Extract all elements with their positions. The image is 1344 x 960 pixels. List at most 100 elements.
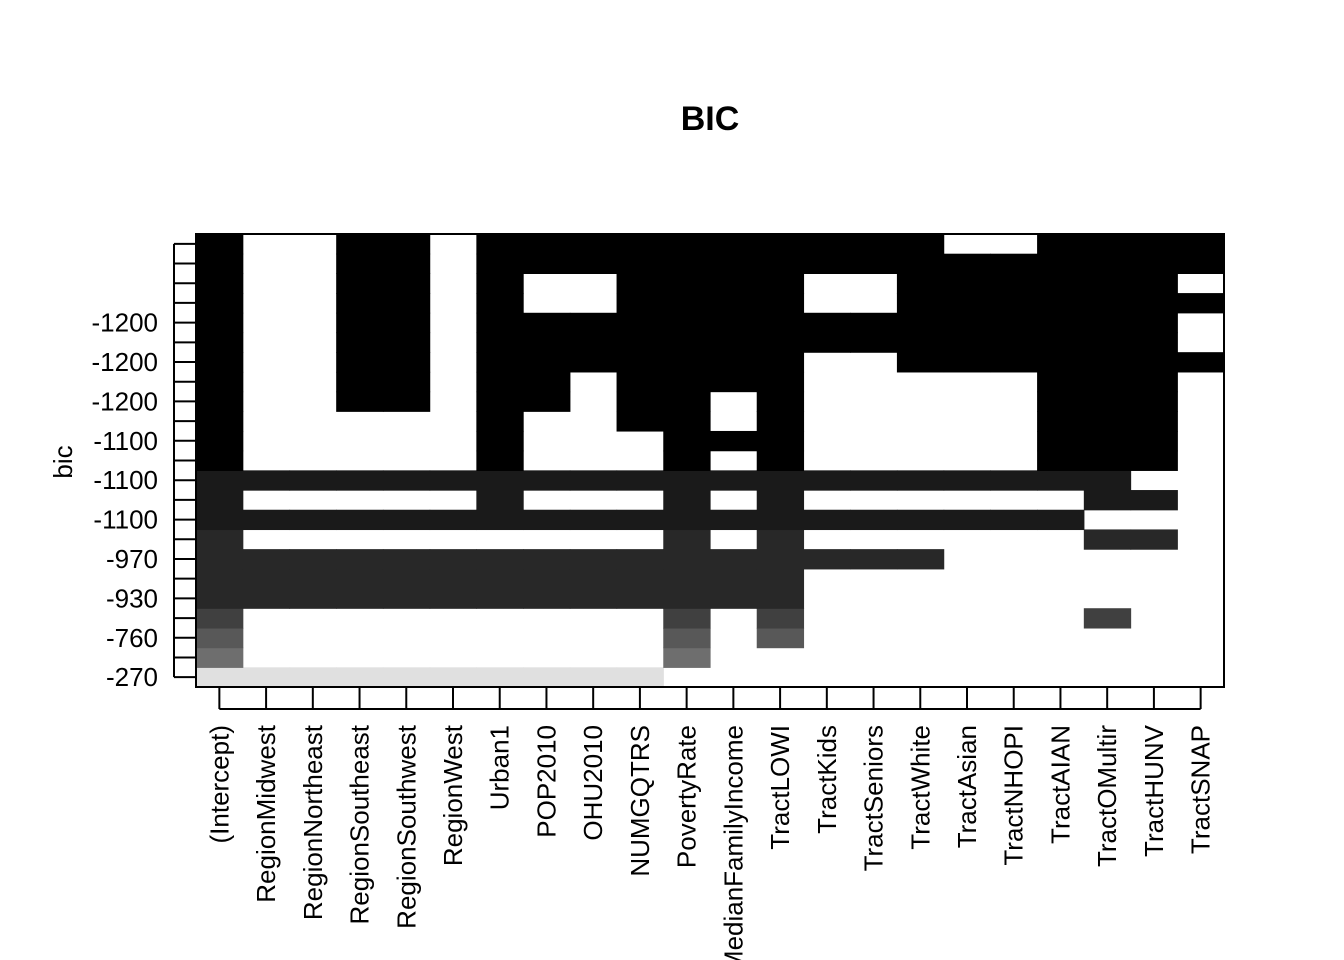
heatmap-cell bbox=[756, 509, 805, 531]
heatmap-cell bbox=[336, 273, 384, 294]
heatmap-cell bbox=[1083, 450, 1132, 471]
heatmap-cell bbox=[850, 253, 898, 274]
heatmap-cell bbox=[476, 293, 524, 314]
heatmap-cell bbox=[242, 470, 291, 491]
heatmap-cell bbox=[663, 627, 711, 649]
heatmap-cell bbox=[289, 568, 337, 609]
heatmap-cell bbox=[196, 490, 244, 511]
heatmap-cell bbox=[1083, 608, 1132, 629]
heatmap-cell bbox=[1177, 293, 1225, 314]
heatmap-cell bbox=[1130, 234, 1178, 255]
heatmap-cell bbox=[896, 470, 945, 491]
heatmap-cell bbox=[616, 549, 664, 570]
heatmap-cell bbox=[850, 509, 898, 531]
heatmap-cell bbox=[196, 293, 244, 314]
heatmap-cell bbox=[1130, 391, 1178, 412]
heatmap-cell bbox=[1130, 529, 1178, 550]
heatmap-cell bbox=[616, 371, 664, 393]
x-tick-label: TractLOWI bbox=[765, 725, 795, 850]
heatmap-cell bbox=[1037, 293, 1085, 314]
heatmap-cell bbox=[289, 667, 337, 688]
heatmap-cell bbox=[896, 332, 945, 353]
heatmap-cell bbox=[896, 253, 945, 274]
heatmap-cell bbox=[1177, 352, 1225, 373]
heatmap-cell bbox=[710, 430, 758, 452]
heatmap-cell bbox=[710, 470, 758, 491]
heatmap-cell bbox=[663, 371, 711, 393]
heatmap-cell bbox=[756, 312, 805, 334]
heatmap-cell bbox=[476, 312, 524, 334]
heatmap-cell bbox=[663, 568, 711, 609]
heatmap-cell bbox=[710, 509, 758, 531]
heatmap-cell bbox=[289, 509, 337, 531]
heatmap-cell bbox=[429, 667, 477, 688]
heatmap-cell bbox=[663, 391, 711, 412]
heatmap-cell bbox=[803, 549, 851, 570]
heatmap-cell bbox=[756, 627, 805, 649]
heatmap-cell bbox=[756, 273, 805, 294]
heatmap-cell bbox=[1130, 253, 1178, 274]
heatmap-cell bbox=[196, 234, 244, 255]
x-tick-label: RegionNortheast bbox=[298, 724, 328, 920]
heatmap-cell bbox=[710, 234, 758, 255]
heatmap-cell bbox=[1177, 234, 1225, 255]
heatmap-cell bbox=[1037, 253, 1085, 274]
heatmap-cell bbox=[523, 667, 571, 688]
y-axis-label: bic bbox=[48, 445, 78, 478]
heatmap-cell bbox=[1083, 293, 1132, 314]
heatmap-cell bbox=[476, 490, 524, 511]
heatmap-cell bbox=[336, 253, 384, 274]
heatmap-cell bbox=[663, 234, 711, 255]
heatmap-cell bbox=[476, 411, 524, 432]
heatmap-cell bbox=[196, 332, 244, 353]
heatmap-cell bbox=[382, 253, 431, 274]
heatmap-cell bbox=[336, 568, 384, 609]
x-tick-label: PovertyRate bbox=[672, 725, 702, 868]
heatmap-cell bbox=[850, 549, 898, 570]
heatmap-cell bbox=[1083, 411, 1132, 432]
heatmap-cell bbox=[196, 253, 244, 274]
heatmap-cell bbox=[1130, 430, 1178, 452]
x-tick-label: Urban1 bbox=[485, 725, 515, 810]
heatmap-cell bbox=[896, 273, 945, 294]
heatmap-cell bbox=[710, 371, 758, 393]
heatmap-cell bbox=[196, 391, 244, 412]
heatmap-cell bbox=[616, 352, 664, 373]
heatmap-cell bbox=[196, 608, 244, 629]
heatmap-cell bbox=[896, 509, 945, 531]
heatmap-cell bbox=[196, 568, 244, 609]
heatmap-cell bbox=[616, 667, 664, 688]
x-tick-label: NUMGQTRS bbox=[625, 725, 655, 877]
heatmap-cell bbox=[1130, 293, 1178, 314]
heatmap-cell bbox=[1130, 450, 1178, 471]
heatmap-cell bbox=[756, 391, 805, 412]
heatmap-cell bbox=[1083, 490, 1132, 511]
heatmap-cell bbox=[336, 391, 384, 412]
heatmap-cell bbox=[196, 470, 244, 491]
heatmap-cell bbox=[196, 430, 244, 452]
heatmap-cell bbox=[850, 312, 898, 334]
heatmap-cell bbox=[476, 234, 524, 255]
heatmap-cell bbox=[382, 312, 431, 334]
heatmap-cell bbox=[896, 352, 945, 373]
x-tick-label: TractOMultir bbox=[1092, 725, 1122, 867]
x-tick-label: TractAIAN bbox=[1046, 725, 1076, 844]
heatmap-cell bbox=[569, 352, 618, 373]
x-tick-label: TractSNAP bbox=[1186, 725, 1216, 854]
y-tick-label: -1200 bbox=[92, 386, 159, 416]
heatmap-cell bbox=[382, 234, 431, 255]
heatmap-cell bbox=[1037, 352, 1085, 373]
heatmap-cell bbox=[382, 371, 431, 393]
heatmap-cell bbox=[196, 352, 244, 373]
heatmap-cell bbox=[569, 253, 618, 274]
x-tick-label: TractHUNV bbox=[1139, 724, 1169, 857]
heatmap-cell bbox=[896, 312, 945, 334]
heatmap-cell bbox=[850, 234, 898, 255]
heatmap-cell bbox=[476, 509, 524, 531]
heatmap-cell bbox=[616, 234, 664, 255]
x-tick-label: OHU2010 bbox=[578, 725, 608, 841]
heatmap-cell bbox=[336, 293, 384, 314]
heatmap-cell bbox=[803, 312, 851, 334]
heatmap-cell bbox=[242, 509, 291, 531]
